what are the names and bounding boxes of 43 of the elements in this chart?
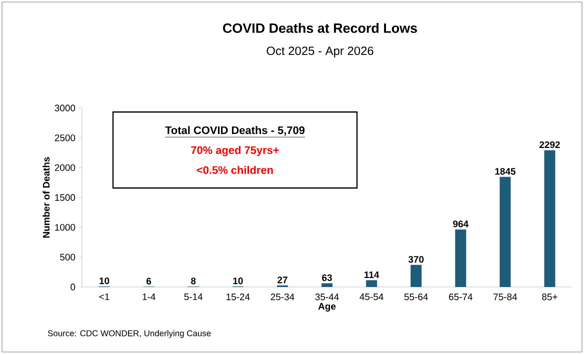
data-label: 8 <box>191 278 196 284</box>
x-tick-label: 75-84 <box>494 294 518 300</box>
x-tick-label: 15-24 <box>226 294 250 300</box>
bar <box>500 176 511 287</box>
source-note: Source: CDC WONDER, Underlying Cause <box>48 330 211 338</box>
data-label: 10 <box>233 278 243 284</box>
annotation: 70% aged 75yrs+ <box>191 146 279 156</box>
x-axis-title: Age <box>318 303 336 312</box>
y-tick-label: 0 <box>70 284 76 290</box>
y-tick-label: 2500 <box>54 134 76 142</box>
bar <box>544 150 556 287</box>
y-tick-label: 3000 <box>54 104 76 112</box>
bar <box>366 280 378 287</box>
x-tick-label: 85+ <box>542 294 558 300</box>
data-label: 10 <box>100 278 110 284</box>
data-label: 964 <box>453 220 468 228</box>
x-tick-label: <1 <box>99 294 110 300</box>
x-tick-label: 25-34 <box>270 294 294 300</box>
data-label: 27 <box>278 276 288 284</box>
bar <box>322 283 333 287</box>
y-tick-label: 500 <box>60 254 76 261</box>
x-tick-label: 65-74 <box>449 294 472 300</box>
data-label: 2292 <box>540 141 560 148</box>
data-label: 370 <box>408 256 424 263</box>
chart-title: COVID Deaths at Record Lows <box>223 23 417 33</box>
data-label: 1845 <box>495 168 516 175</box>
x-tick-label: 45-54 <box>360 294 384 300</box>
x-tick-label: 5-14 <box>184 294 203 300</box>
y-axis-title: Number of Deaths <box>42 157 50 238</box>
x-tick-label: 35-44 <box>315 294 339 300</box>
annotation: <0.5% children <box>196 166 273 174</box>
data-label: 63 <box>322 274 332 282</box>
x-tick-label: 1-4 <box>142 294 156 300</box>
y-tick-label: 2000 <box>54 164 76 172</box>
x-tick-label: 55-64 <box>404 294 428 300</box>
bar <box>455 229 466 287</box>
y-tick-label: 1000 <box>55 224 76 231</box>
annotation: Total COVID Deaths - 5,709 <box>165 126 305 136</box>
data-label: 6 <box>146 278 152 284</box>
data-label: 114 <box>364 271 380 278</box>
y-tick-label: 1500 <box>55 194 76 201</box>
chart-subtitle: Oct 2025 - Apr 2026 <box>266 46 374 58</box>
bar <box>410 264 422 287</box>
